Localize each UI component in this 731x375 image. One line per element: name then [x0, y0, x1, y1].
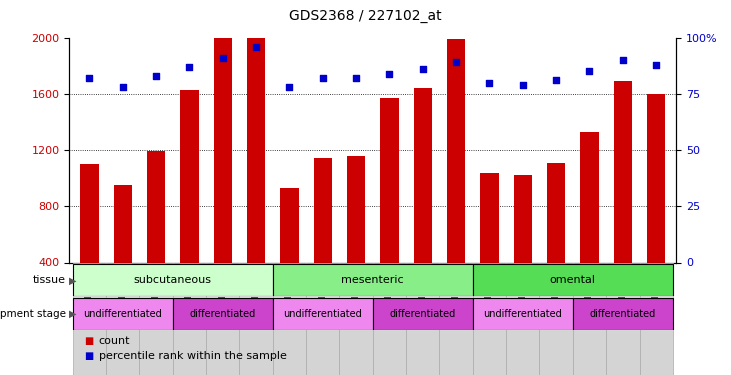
Text: undifferentiated: undifferentiated	[83, 309, 162, 319]
Point	[217, 55, 229, 61]
Bar	[314, 158, 332, 262]
Bar	[373, 262, 406, 375]
Bar	[406, 262, 439, 375]
Point	[617, 57, 629, 63]
Text: GSM30645: GSM30645	[85, 266, 94, 315]
Bar	[373, 298, 473, 330]
Bar	[273, 298, 373, 330]
Text: differentiated: differentiated	[390, 309, 456, 319]
Point	[651, 62, 662, 68]
Bar	[647, 94, 665, 262]
Text: GSM30655: GSM30655	[219, 266, 227, 315]
Text: ■: ■	[84, 336, 94, 346]
Point	[250, 44, 262, 50]
Bar	[473, 298, 573, 330]
Bar	[573, 262, 606, 375]
Bar	[447, 39, 466, 262]
Bar	[580, 132, 599, 262]
Text: GSM30657: GSM30657	[385, 266, 394, 315]
Bar	[280, 188, 299, 262]
Bar	[273, 262, 306, 375]
Bar	[439, 262, 473, 375]
Bar	[181, 90, 199, 262]
Bar	[606, 262, 640, 375]
Bar	[547, 163, 565, 262]
Point	[151, 73, 162, 79]
Text: GSM30653: GSM30653	[552, 266, 561, 315]
Text: GSM30646: GSM30646	[118, 266, 127, 315]
Bar	[480, 172, 499, 262]
Point	[583, 68, 595, 74]
Bar	[73, 262, 106, 375]
Bar	[213, 12, 232, 262]
Text: GSM30659: GSM30659	[452, 266, 461, 315]
Text: ▶: ▶	[69, 275, 76, 285]
Bar	[539, 262, 573, 375]
Text: mesenteric: mesenteric	[341, 275, 404, 285]
Bar	[113, 185, 132, 262]
Bar	[347, 156, 366, 262]
Point	[384, 70, 395, 76]
Bar	[147, 152, 165, 262]
Bar	[173, 298, 273, 330]
Text: GDS2368 / 227102_at: GDS2368 / 227102_at	[289, 9, 442, 23]
Text: GSM30649: GSM30649	[318, 266, 327, 315]
Text: GSM30651: GSM30651	[485, 266, 494, 315]
Point	[83, 75, 95, 81]
Point	[484, 80, 496, 86]
Point	[284, 84, 295, 90]
Text: GSM30654: GSM30654	[185, 266, 194, 315]
Text: undifferentiated: undifferentiated	[483, 309, 562, 319]
Text: differentiated: differentiated	[189, 309, 256, 319]
Text: GSM30661: GSM30661	[618, 266, 627, 315]
Bar	[206, 262, 240, 375]
Text: ■: ■	[84, 351, 94, 361]
Point	[183, 64, 195, 70]
Text: differentiated: differentiated	[590, 309, 656, 319]
Point	[450, 59, 462, 65]
Bar	[73, 264, 273, 296]
Bar	[80, 164, 99, 262]
Bar	[380, 98, 398, 262]
Bar	[414, 88, 432, 262]
Bar	[473, 264, 673, 296]
Text: subcutaneous: subcutaneous	[134, 275, 212, 285]
Bar	[514, 176, 532, 262]
Bar	[240, 262, 273, 375]
Point	[550, 77, 562, 83]
Text: GSM30648: GSM30648	[285, 266, 294, 315]
Bar	[613, 81, 632, 262]
Bar	[339, 262, 373, 375]
Text: GSM30650: GSM30650	[352, 266, 360, 315]
Bar	[247, 0, 265, 262]
Text: omental: omental	[550, 275, 596, 285]
Point	[417, 66, 428, 72]
Bar	[173, 262, 206, 375]
Bar	[573, 298, 673, 330]
Bar	[73, 298, 173, 330]
Text: undifferentiated: undifferentiated	[284, 309, 362, 319]
Bar	[140, 262, 173, 375]
Point	[517, 82, 529, 88]
Bar	[473, 262, 506, 375]
Bar	[506, 262, 539, 375]
Text: percentile rank within the sample: percentile rank within the sample	[99, 351, 287, 361]
Text: GSM30647: GSM30647	[151, 266, 161, 315]
Text: tissue: tissue	[33, 275, 66, 285]
Text: GSM30658: GSM30658	[418, 266, 428, 315]
Bar	[273, 264, 473, 296]
Bar	[106, 262, 140, 375]
Text: GSM30662: GSM30662	[651, 266, 661, 315]
Text: GSM30656: GSM30656	[251, 266, 261, 315]
Bar	[306, 262, 339, 375]
Point	[317, 75, 329, 81]
Bar	[640, 262, 673, 375]
Text: development stage: development stage	[0, 309, 66, 319]
Text: ▶: ▶	[69, 309, 76, 319]
Text: GSM30652: GSM30652	[518, 266, 527, 315]
Text: GSM30660: GSM30660	[585, 266, 594, 315]
Point	[117, 84, 129, 90]
Point	[350, 75, 362, 81]
Text: count: count	[99, 336, 130, 346]
